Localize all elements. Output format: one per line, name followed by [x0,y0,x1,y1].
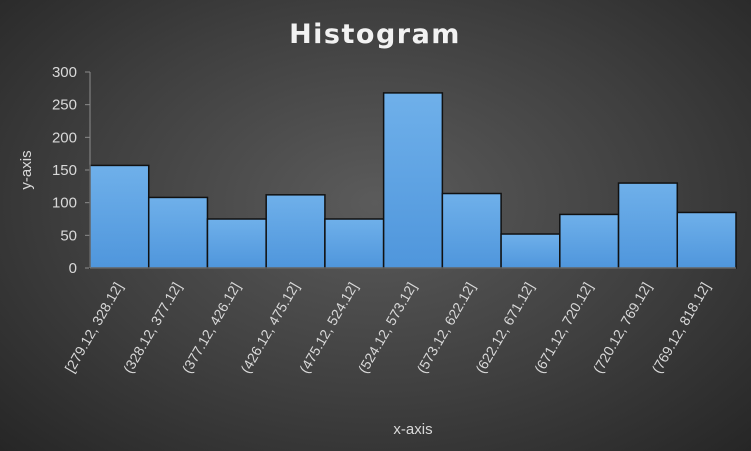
y-tick-label: 150 [52,162,77,179]
x-axis-categories: [279.12, 328.12](328.12, 377.12](377.12,… [62,280,714,376]
y-tick-label: 250 [52,97,77,114]
y-tick-label: 0 [69,260,77,277]
x-category-label: (769.12, 818.12] [648,280,713,376]
histogram-bar [324,218,385,269]
x-category-label: (524.12, 573.12] [355,280,420,376]
x-category-label: (377.12, 426.12] [179,280,244,376]
y-tick-label: 300 [52,64,77,81]
bars [89,92,737,269]
x-category-label: (426.12, 475.12] [237,280,302,376]
y-axis-label: y-axis [18,150,35,189]
x-category-label: (475.12, 524.12] [296,280,361,376]
x-category-label: (720.12, 769.12] [590,280,655,376]
histogram-bar [676,211,737,269]
histogram-bar [147,196,209,269]
histogram-bar [441,192,502,269]
chart-title: Histogram [289,19,461,50]
y-tick-label: 100 [52,195,77,212]
x-category-label: (622.12, 671.12] [472,280,537,376]
histogram-bar [265,194,326,269]
axes [89,72,736,269]
histogram-bar [559,213,620,269]
y-tick-label: 200 [52,129,77,146]
histogram-bar [382,92,444,269]
histogram-bar [617,182,679,269]
y-tick-label: 50 [60,227,77,244]
y-axis-ticks: 0 50 100 150 200 250 300 [52,64,90,277]
x-category-label: [279.12, 328.12] [62,280,126,376]
x-axis-label: x-axis [393,421,432,438]
x-category-label: (328.12, 377.12] [120,280,185,376]
histogram-bar [500,233,561,269]
histogram-bar [89,164,150,269]
x-category-label: (573.12, 622.12] [413,280,478,376]
histogram-bar [206,218,267,269]
x-category-label: (671.12, 720.12] [531,280,596,376]
